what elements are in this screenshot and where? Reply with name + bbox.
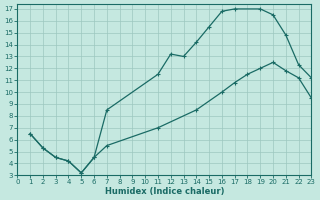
X-axis label: Humidex (Indice chaleur): Humidex (Indice chaleur) <box>105 187 224 196</box>
